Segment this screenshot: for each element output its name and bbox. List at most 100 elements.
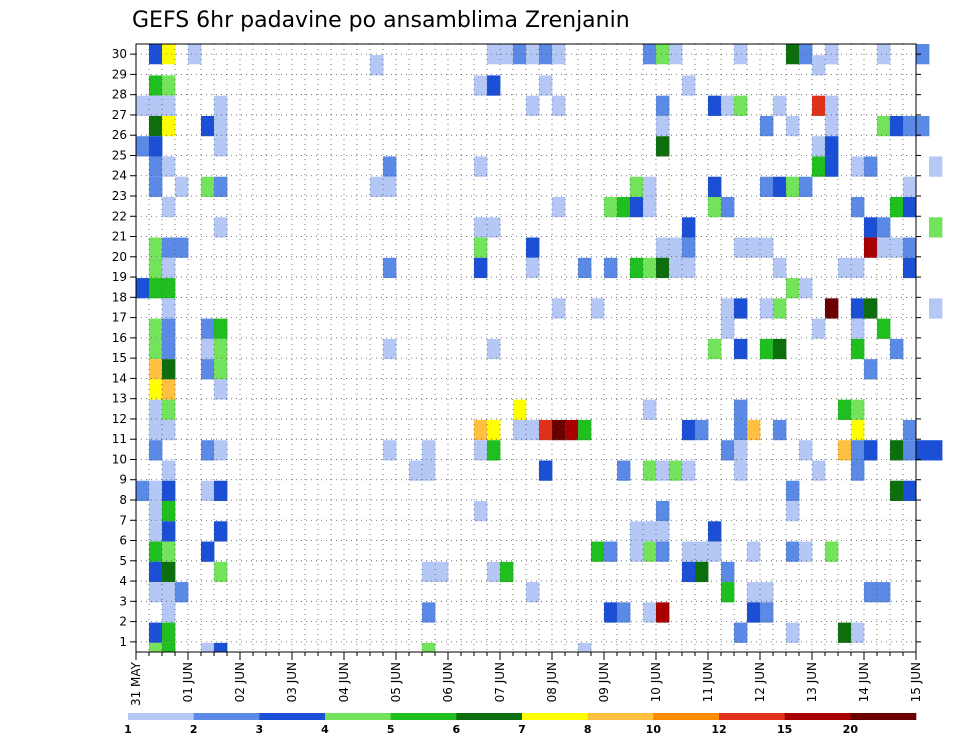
heatmap-cell [149,44,163,65]
heatmap-cell [162,257,176,279]
x-tick-label: 07 JUN [493,662,507,702]
heatmap-cell [487,75,501,96]
heatmap-cell [162,298,176,319]
heatmap-cell [812,318,826,339]
heatmap-cell [864,359,878,380]
heatmap-cell [747,237,761,258]
colorbar-label: 6 [453,723,461,736]
heatmap-cell [708,197,722,218]
colorbar-swatch [325,713,391,720]
heatmap-cell [643,460,657,481]
x-tick-label: 08 JUN [545,662,559,702]
heatmap-cell [838,440,852,461]
heatmap-cell [162,642,176,652]
heatmap-cell [916,44,930,65]
heatmap-cell [214,521,228,542]
heatmap-cell [474,217,488,238]
heatmap-cell [721,197,735,218]
y-tick-label: 26 [112,128,127,142]
heatmap-cell [656,501,670,522]
heatmap-cell [708,541,722,562]
heatmap-cell [162,75,176,96]
heatmap-cell [149,75,163,96]
x-tick-label: 10 JUN [649,662,663,702]
heatmap-cell [214,338,228,360]
y-tick-label: 23 [112,189,127,203]
heatmap-cell [526,95,540,116]
y-tick-label: 2 [119,615,127,629]
heatmap-cell [162,379,176,400]
heatmap-cell [656,95,670,116]
heatmap-cell [734,440,748,461]
heatmap-cell [721,582,735,603]
heatmap-cell [383,257,397,279]
heatmap-cell [773,95,787,116]
heatmap-cell [162,399,176,420]
heatmap-cell [890,440,904,461]
heatmap-cell [201,115,215,137]
heatmap-cell [773,298,787,319]
heatmap-cell [864,156,878,177]
heatmap-cell [929,156,943,177]
heatmap-cell [786,176,800,198]
heatmap-cell [903,257,917,279]
heatmap-cell [643,602,657,623]
heatmap-cell [474,440,488,461]
heatmap-cell [916,440,930,461]
colorbar-label: 10 [646,723,662,736]
colorbar-label: 5 [387,723,395,736]
heatmap-cell [825,156,839,177]
heatmap-cell [760,582,774,603]
heatmap-cell [214,318,228,339]
heatmap-cell [760,115,774,137]
heatmap-cell [877,44,891,65]
y-tick-label: 30 [112,47,127,61]
chart-title: GEFS 6hr padavine po ansamblima Zrenjani… [132,8,630,33]
heatmap-cell [526,44,540,65]
heatmap-cell [149,379,163,400]
y-tick-label: 27 [112,108,127,122]
heatmap-cell [149,176,163,198]
heatmap-cell [643,257,657,279]
heatmap-cell [435,561,449,583]
heatmap-cell [214,217,228,238]
y-tick-label: 3 [119,594,127,608]
heatmap-cell [162,460,176,481]
heatmap-cell [656,460,670,481]
heatmap-cell [201,318,215,339]
heatmap-cell [851,156,865,177]
colorbar-label: 8 [584,723,592,736]
y-tick-label: 20 [112,250,127,264]
heatmap-cell [591,298,605,319]
heatmap-cell [890,480,904,502]
heatmap-cell [682,237,696,258]
heatmap-cell [773,257,787,279]
colorbar-swatch [653,713,720,720]
heatmap-cell [747,602,761,623]
heatmap-cell [877,237,891,258]
heatmap-cell [591,541,605,562]
heatmap-cell [617,197,631,218]
heatmap-cell [136,278,150,299]
heatmap-cell [916,115,930,137]
heatmap-cell [864,237,878,258]
heatmap-cell [214,480,228,502]
heatmap-cell [760,176,774,198]
heatmap-cell [708,521,722,542]
x-tick-label: 15 JUN [909,662,923,702]
heatmap-cell [851,440,865,461]
heatmap-cell [383,176,397,198]
heatmap-cell [513,44,527,65]
heatmap-cell [643,541,657,562]
heatmap-cell [214,95,228,116]
heatmap-cell [760,338,774,360]
heatmap-cell [760,237,774,258]
y-tick-label: 16 [112,331,127,345]
heatmap-cell [149,318,163,339]
heatmap-cell [552,197,566,218]
heatmap-cell [786,480,800,502]
colorbar-swatch [390,713,457,720]
heatmap-cell [578,257,592,279]
heatmap-cell [760,298,774,319]
